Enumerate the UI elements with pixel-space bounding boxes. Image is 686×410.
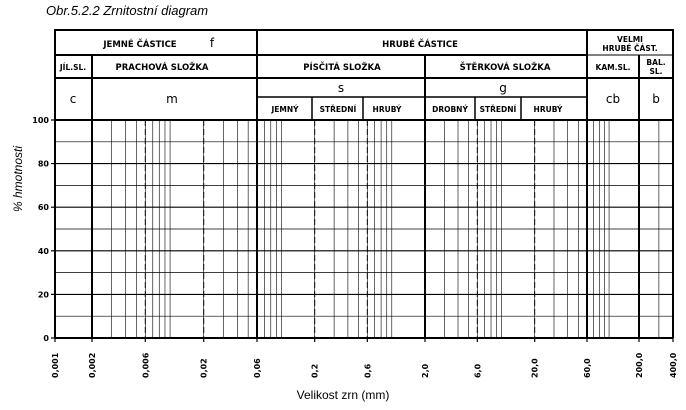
y-tick-label: 60 bbox=[38, 203, 50, 212]
sub-sand-medium: STŘEDNÍ bbox=[320, 105, 357, 114]
symbol-b: b bbox=[652, 92, 660, 106]
figure-caption: Obr.5.2.2 Zrnitostní diagram bbox=[46, 3, 209, 18]
symbol-c: c bbox=[70, 92, 77, 106]
y-tick-label: 80 bbox=[38, 160, 50, 169]
x-tick-label: 2,0 bbox=[421, 363, 430, 378]
sub-gravel-medium: STŘEDNÍ bbox=[480, 105, 517, 114]
header-very-coarse-line2: HRUBÉ ČÁST. bbox=[602, 44, 657, 53]
header-labels: JEMNÉ ČÁSTICE f HRUBÉ ČÁSTICE VELMI HRUB… bbox=[59, 35, 666, 114]
plot-grid bbox=[54, 120, 674, 339]
x-axis: 0,001 0,002 0,006 0,02 0,06 0,2 0,6 2,0 6,0 20,0 6… bbox=[51, 338, 678, 378]
symbol-m: m bbox=[166, 92, 178, 106]
header-fine-symbol: f bbox=[210, 36, 215, 50]
symbol-cb: cb bbox=[606, 92, 620, 106]
x-axis-label: Velikost zrn (mm) bbox=[296, 388, 390, 402]
header-coarse-particles: HRUBÉ ČÁSTICE bbox=[382, 38, 458, 50]
x-tick-label: 0,2 bbox=[311, 364, 320, 378]
x-tick-label: 0,02 bbox=[200, 358, 209, 378]
header-table bbox=[54, 29, 674, 121]
y-tick-label: 40 bbox=[38, 247, 50, 256]
header-very-coarse-line1: VELMI bbox=[617, 35, 643, 44]
symbol-s: s bbox=[338, 81, 344, 95]
header-sand: PÍSČITÁ SLOŽKA bbox=[303, 61, 381, 73]
x-tick-label: 0,6 bbox=[363, 363, 372, 378]
sub-sand-fine: JEMNÝ bbox=[270, 105, 299, 114]
header-cobble: KAM.SL. bbox=[596, 63, 631, 72]
y-axis: 0 20 40 60 80 100 bbox=[32, 116, 55, 343]
sub-gravel-fine: DROBNÝ bbox=[432, 105, 468, 114]
y-tick-label: 0 bbox=[43, 334, 49, 343]
header-boulder-line1: BAL. bbox=[646, 58, 665, 67]
header-fine-particles: JEMNÉ ČÁSTICE bbox=[102, 38, 176, 50]
x-tick-label: 400,0 bbox=[669, 352, 678, 378]
header-gravel: ŠTĚRKOVÁ SLOŽKA bbox=[460, 61, 551, 73]
y-tick-label: 100 bbox=[32, 116, 49, 125]
sub-sand-coarse: HRUBÝ bbox=[373, 105, 402, 114]
header-boulder-line2: SL. bbox=[649, 67, 662, 76]
x-tick-label: 60,0 bbox=[583, 358, 592, 378]
x-tick-label: 20,0 bbox=[531, 358, 540, 378]
x-tick-label: 0,06 bbox=[253, 358, 262, 378]
header-clay: JÍL.SL. bbox=[59, 63, 86, 72]
symbol-g: g bbox=[499, 81, 507, 95]
x-tick-label: 6,0 bbox=[473, 363, 482, 378]
y-tick-label: 20 bbox=[38, 290, 50, 299]
x-tick-label: 0,006 bbox=[141, 352, 150, 378]
sub-gravel-coarse: HRUBÝ bbox=[534, 105, 563, 114]
x-tick-label: 0,001 bbox=[51, 352, 60, 378]
x-tick-label: 0,002 bbox=[88, 353, 97, 378]
y-axis-label: % hmotnosti bbox=[11, 145, 25, 213]
header-silt: PRACHOVÁ SLOŽKA bbox=[115, 61, 208, 73]
x-tick-label: 200,0 bbox=[635, 352, 644, 378]
